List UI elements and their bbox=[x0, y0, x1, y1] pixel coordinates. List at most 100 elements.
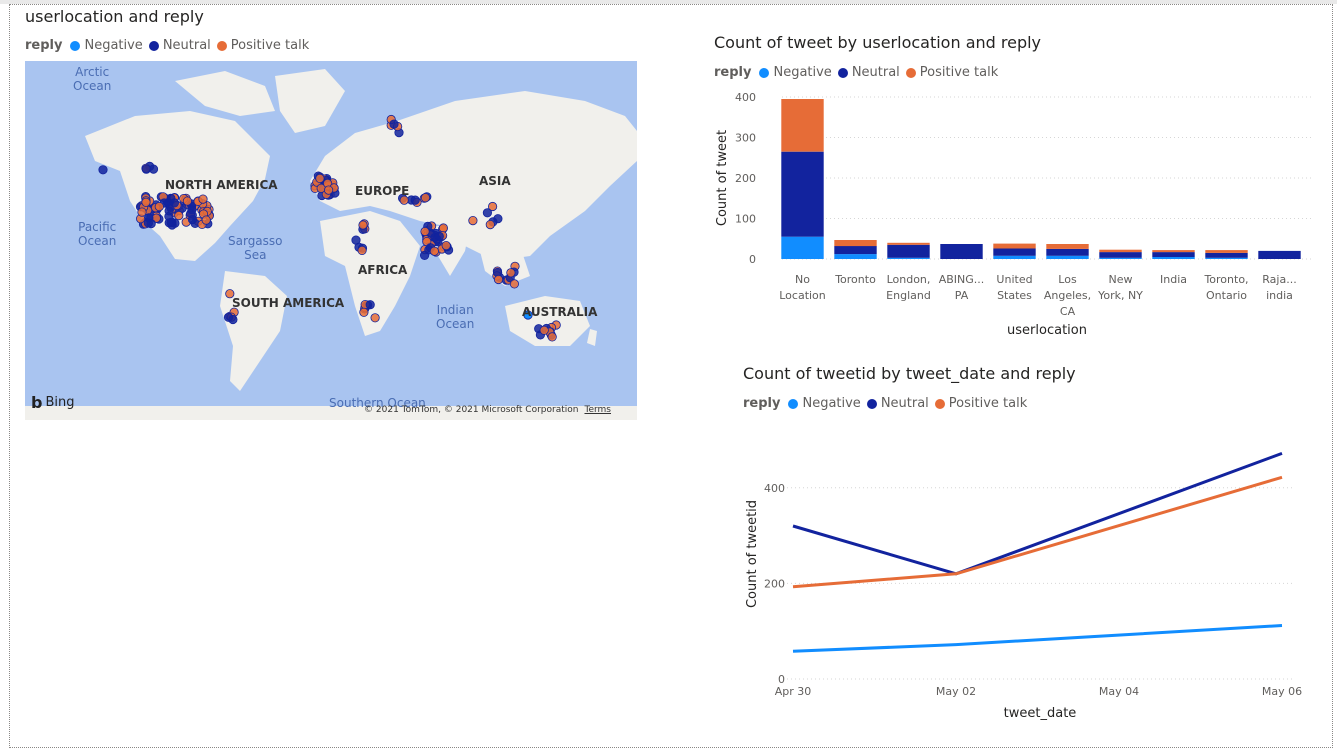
map-point bbox=[357, 245, 367, 255]
positive-dot-icon bbox=[934, 398, 945, 409]
map-point bbox=[539, 325, 549, 335]
bar-segment bbox=[1152, 250, 1195, 253]
bar-segment bbox=[993, 243, 1036, 249]
map-point bbox=[186, 209, 196, 219]
map-point bbox=[225, 289, 235, 299]
bar-y-tick-label: 200 bbox=[735, 172, 756, 185]
continent-label-africa: AFRICA bbox=[358, 263, 408, 277]
line-x-tick-label: May 06 bbox=[1262, 685, 1302, 698]
line-legend-item-neutral[interactable]: Neutral bbox=[866, 396, 929, 411]
map-point bbox=[146, 219, 156, 229]
map-point bbox=[98, 165, 108, 175]
bar-legend-item-neutral[interactable]: Neutral bbox=[837, 65, 900, 80]
map-point bbox=[389, 119, 399, 129]
line-series bbox=[792, 451, 1283, 576]
bar-legend-item-negative[interactable]: Negative bbox=[759, 65, 832, 80]
bar-segment bbox=[940, 244, 983, 259]
line-y-tick-label: 0 bbox=[778, 673, 785, 686]
line-legend-item-positive[interactable]: Positive talk bbox=[934, 396, 1028, 411]
map-point bbox=[547, 332, 557, 342]
line-legend-item-negative[interactable]: Negative bbox=[788, 396, 861, 411]
map-legend-title: reply bbox=[25, 38, 63, 53]
line-y-axis-title: Count of tweetid bbox=[745, 500, 760, 608]
line-x-tick-label: May 04 bbox=[1099, 685, 1139, 698]
legend-label: Neutral bbox=[880, 396, 929, 411]
line-x-tick-label: Apr 30 bbox=[775, 685, 812, 698]
map-visual-title: userlocation and reply bbox=[25, 7, 204, 26]
map-legend-item-negative[interactable]: Negative bbox=[70, 38, 143, 53]
antarctica-land bbox=[25, 406, 637, 420]
line-x-axis-title: tweet_date bbox=[1004, 706, 1077, 721]
line-y-tick-label: 200 bbox=[764, 577, 785, 590]
bar-x-tick-label: London, bbox=[887, 273, 931, 286]
bar-y-tick-label: 300 bbox=[735, 132, 756, 145]
terms-link[interactable]: Terms bbox=[584, 405, 611, 415]
bar-y-tick-label: 100 bbox=[735, 213, 756, 226]
bar-segment bbox=[887, 242, 930, 245]
line-chart[interactable]: 0 200 400 Apr 30 May 02 May 04 May 06 tweet_dat… bbox=[730, 420, 1320, 725]
map-point bbox=[410, 195, 420, 205]
map-point bbox=[198, 194, 208, 204]
bar-y-tick-label: 400 bbox=[735, 91, 756, 104]
ocean-label-southern: Southern Ocean bbox=[329, 396, 426, 410]
bar-x-tick-label: New bbox=[1109, 273, 1133, 286]
bar-y-tick-label: 0 bbox=[749, 253, 756, 266]
map-point bbox=[174, 211, 184, 221]
line-visual-title: Count of tweetid by tweet_date and reply bbox=[743, 364, 1076, 383]
world-map[interactable]: Arctic Ocean Pacific Ocean Sargasso Sea Ind… bbox=[25, 61, 637, 420]
map-point bbox=[509, 279, 519, 289]
line-y-tick-label: 400 bbox=[764, 482, 785, 495]
bar-x-tick-label: Raja... bbox=[1262, 273, 1296, 286]
bar-x-tick-label: india bbox=[1266, 289, 1293, 302]
bar-chart[interactable]: 0 100 200 300 400 No Location Toronto London, Eng… bbox=[700, 85, 1320, 345]
map-legend-item-neutral[interactable]: Neutral bbox=[148, 38, 211, 53]
bar-segment bbox=[993, 248, 1036, 256]
negative-dot-icon bbox=[70, 40, 81, 51]
bar-x-tick-label: No bbox=[795, 273, 810, 286]
bing-b-icon: b bbox=[31, 393, 43, 412]
continent-label-australia: AUSTRALIA bbox=[522, 305, 598, 319]
bar-x-tick-label: Ontario bbox=[1206, 289, 1247, 302]
bar-legend: reply Negative Neutral Positive talk bbox=[714, 65, 1004, 80]
bar-x-axis-title: userlocation bbox=[1007, 323, 1087, 338]
negative-dot-icon bbox=[759, 67, 770, 78]
map-point bbox=[169, 198, 179, 208]
map-point bbox=[434, 231, 444, 241]
legend-label: Positive talk bbox=[948, 396, 1028, 411]
bar-segment bbox=[1099, 249, 1142, 253]
map-legend-item-positive[interactable]: Positive talk bbox=[216, 38, 310, 53]
map-point bbox=[223, 312, 234, 322]
bar-x-tick-label: Los bbox=[1058, 273, 1077, 286]
bar-x-tick-label: England bbox=[886, 289, 931, 302]
map-point bbox=[164, 218, 174, 228]
positive-dot-icon bbox=[216, 40, 227, 51]
legend-label: Neutral bbox=[851, 65, 900, 80]
line-x-tick-label: May 02 bbox=[936, 685, 976, 698]
bar-segment bbox=[1152, 252, 1195, 257]
continent-label-south-america: SOUTH AMERICA bbox=[232, 296, 345, 310]
legend-label: Positive talk bbox=[230, 38, 310, 53]
map-point bbox=[468, 216, 478, 226]
bar-x-tick-label: PA bbox=[955, 289, 969, 302]
bar-visual-title: Count of tweet by userlocation and reply bbox=[714, 33, 1042, 52]
map-point bbox=[358, 220, 368, 230]
legend-label: Positive talk bbox=[919, 65, 999, 80]
bar-segment bbox=[1205, 250, 1248, 253]
map-point bbox=[164, 206, 174, 216]
bar-x-tick-label: Location bbox=[779, 289, 826, 302]
map-point bbox=[429, 246, 439, 256]
bar-x-tick-label: CA bbox=[1060, 305, 1076, 318]
bar-segment bbox=[781, 236, 824, 259]
bing-text: Bing bbox=[45, 395, 75, 410]
bar-x-tick-label: Toronto bbox=[834, 273, 876, 286]
legend-label: Negative bbox=[84, 38, 143, 53]
bar-legend-item-positive[interactable]: Positive talk bbox=[905, 65, 999, 80]
bar-segment bbox=[781, 99, 824, 152]
map-point bbox=[365, 300, 375, 310]
legend-label: Negative bbox=[773, 65, 832, 80]
continent-label-europe: EUROPE bbox=[355, 184, 410, 198]
map-point bbox=[154, 202, 164, 212]
bar-segment bbox=[1046, 255, 1089, 259]
negative-dot-icon bbox=[788, 398, 799, 409]
map-point bbox=[141, 164, 151, 174]
